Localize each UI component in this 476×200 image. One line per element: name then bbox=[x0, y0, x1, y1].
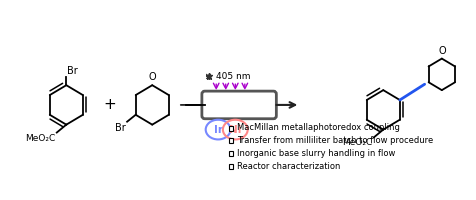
Text: MacMillan metallaphotoredox coupling: MacMillan metallaphotoredox coupling bbox=[237, 123, 400, 132]
Text: Inorganic base slurry handling in flow: Inorganic base slurry handling in flow bbox=[237, 149, 396, 158]
Text: Br: Br bbox=[67, 66, 78, 76]
Text: Ir: Ir bbox=[214, 125, 223, 135]
FancyBboxPatch shape bbox=[202, 91, 277, 119]
Text: MeO₂C: MeO₂C bbox=[26, 134, 56, 143]
Text: Ni: Ni bbox=[229, 125, 241, 135]
Bar bbox=[228, 151, 233, 156]
Bar bbox=[228, 138, 233, 143]
Text: MeO₂C: MeO₂C bbox=[343, 138, 373, 147]
Text: O: O bbox=[438, 46, 446, 56]
FancyBboxPatch shape bbox=[204, 93, 275, 117]
Bar bbox=[228, 164, 233, 169]
Text: Br: Br bbox=[115, 123, 126, 133]
Text: Reactor characterization: Reactor characterization bbox=[237, 162, 341, 171]
Text: O: O bbox=[149, 72, 156, 82]
Text: +: + bbox=[103, 97, 116, 112]
Bar bbox=[228, 126, 233, 131]
Text: Transfer from milliliter batch to flow procedure: Transfer from milliliter batch to flow p… bbox=[237, 136, 434, 145]
Text: 405 nm: 405 nm bbox=[216, 72, 251, 81]
